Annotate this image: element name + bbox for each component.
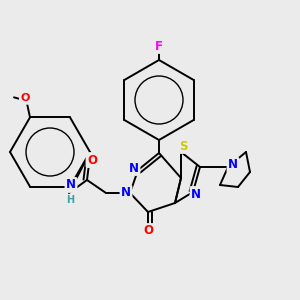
Text: O: O <box>143 224 153 238</box>
Text: N: N <box>66 178 76 191</box>
Text: H: H <box>66 195 74 205</box>
Text: N: N <box>121 187 131 200</box>
Text: N: N <box>228 158 238 172</box>
Text: N: N <box>129 161 139 175</box>
Text: N: N <box>191 188 201 200</box>
Text: F: F <box>155 40 163 52</box>
Text: O: O <box>87 154 97 166</box>
Text: S: S <box>179 140 187 152</box>
Text: O: O <box>20 93 30 103</box>
